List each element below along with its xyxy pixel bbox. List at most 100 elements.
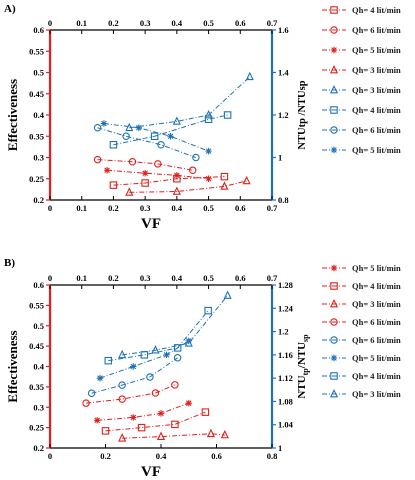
legend-marker — [330, 106, 338, 114]
data-point — [103, 167, 111, 174]
series-ntu-ratio-circle — [87, 354, 182, 398]
legend-label: Qh= 3 lit/min — [352, 85, 401, 95]
data-point — [156, 431, 166, 440]
y-right-tick-label: 1.2 — [278, 327, 289, 337]
y-left-tick-label: 0.3 — [33, 153, 44, 163]
y-left-tick-label: 0.2 — [33, 195, 44, 205]
data-point — [185, 399, 192, 407]
y-axis-right-title: NTUtp/NTUsp — [296, 334, 310, 399]
y-right-tick-label: 1.08 — [278, 396, 293, 406]
legend-marker — [329, 64, 339, 74]
x-top-tick-label: 0.7 — [267, 273, 278, 283]
y-right-tick-label: 1.12 — [278, 373, 293, 383]
series-line — [122, 295, 228, 356]
data-point — [130, 414, 137, 421]
series-effectiveness-circle — [93, 155, 197, 175]
x-tick-label: 0.4 — [172, 203, 183, 213]
x-top-tick-label: 0.7 — [267, 18, 278, 28]
data-point — [204, 109, 213, 119]
y-left-tick-label: 0.45 — [29, 341, 44, 351]
data-point — [220, 181, 229, 190]
x-axis-title: VF — [141, 464, 161, 480]
y-axis-right-title: NTUtp /NTUsp — [297, 80, 308, 149]
data-point — [172, 116, 181, 125]
x-top-tick-label: 0.3 — [140, 18, 151, 28]
data-point — [151, 389, 160, 397]
y-right-tick-label: 1.24 — [278, 303, 294, 313]
legend-label: Qh= 6 lit/min — [352, 25, 401, 35]
y-left-tick-label: 0.35 — [29, 131, 44, 141]
series-effectiveness-triangle — [118, 428, 229, 442]
series-effectiveness-circle — [82, 381, 179, 407]
panel-label: A) — [4, 3, 16, 15]
x-top-tick-label: 0 — [48, 18, 52, 28]
data-point — [157, 410, 165, 417]
data-point — [118, 349, 127, 359]
series-effectiveness-star — [93, 399, 192, 424]
series-ntu-ratio-square — [104, 306, 212, 365]
data-point — [109, 141, 118, 149]
legend-label: Qh= 3 lit/min — [352, 299, 401, 309]
legend-label: Qh= 3 lit/min — [352, 389, 401, 399]
legend-marker — [330, 282, 338, 290]
data-point — [118, 395, 126, 403]
x-tick-label: 0.5 — [203, 203, 214, 213]
y-left-tick-label: 0.6 — [33, 280, 44, 290]
y-axis-left-title: Effectiveness — [5, 330, 20, 402]
y-right-tick-label: 1.28 — [278, 280, 293, 290]
data-point — [118, 381, 126, 389]
x-top-tick-label: 0.6 — [235, 273, 246, 283]
data-point — [220, 429, 229, 439]
y-right-tick-label: 1.4 — [278, 68, 289, 78]
data-point — [173, 172, 181, 179]
y-axis-right-title-part: NTU — [296, 375, 308, 398]
panel-a: 0 0.1 0.2 0.3 0.4 0.5 0.6 0.7 0 0.1 0.2 0.3 0.4 0.5 0.… — [4, 3, 401, 232]
series-line — [91, 357, 178, 394]
y-left-tick-label: 0.2 — [33, 443, 44, 453]
y-right-tick-label: 1.16 — [278, 350, 293, 360]
series-line — [129, 180, 247, 193]
legend-marker — [330, 146, 338, 154]
data-point — [173, 354, 182, 362]
x-top-tick-label: 0.2 — [108, 273, 119, 283]
data-point — [154, 160, 162, 168]
x-axis-title: VF — [141, 216, 161, 232]
panel-label: B) — [4, 257, 15, 269]
x-top-tick-label: 0.1 — [76, 18, 87, 28]
series-line — [108, 310, 209, 362]
x-top-tick-label: 0 — [48, 273, 52, 283]
series-line — [113, 114, 228, 146]
y-left-tick-label: 0.4 — [33, 362, 44, 372]
y-left-tick-label: 0.6 — [33, 25, 44, 35]
data-point — [205, 175, 212, 182]
data-point — [93, 417, 101, 424]
legend-label: Qh= 4 lit/min — [352, 105, 401, 115]
data-point — [220, 172, 229, 181]
data-point — [172, 186, 181, 195]
x-tick-label: 0.7 — [267, 203, 278, 213]
x-top-tick-label: 0.6 — [235, 18, 246, 28]
series-effectiveness-star — [103, 167, 212, 182]
data-point — [137, 423, 146, 432]
x-tick-label: 0.1 — [76, 203, 87, 213]
series-line — [122, 433, 225, 439]
data-point — [130, 363, 137, 370]
data-point — [192, 153, 200, 162]
legend-marker — [330, 126, 338, 134]
series-line — [105, 411, 206, 432]
legend-marker — [330, 336, 338, 344]
x-tick-label: 0.6 — [235, 203, 246, 213]
x-top-tick-label: 0.5 — [203, 18, 214, 28]
x-tick-label: 0.2 — [100, 451, 111, 461]
data-point — [146, 373, 154, 381]
x-top-tick-label: 0.4 — [172, 273, 183, 283]
y-left-tick-label: 0.5 — [33, 321, 44, 331]
legend-marker — [330, 46, 338, 54]
data-point — [141, 170, 149, 177]
data-point — [184, 338, 193, 347]
y-left-tick-label: 0.25 — [29, 174, 44, 184]
y-left-tick-label: 0.55 — [29, 300, 44, 310]
data-point — [100, 120, 108, 127]
legend-label: Qh= 5 lit/min — [352, 145, 401, 155]
data-point — [188, 166, 197, 175]
